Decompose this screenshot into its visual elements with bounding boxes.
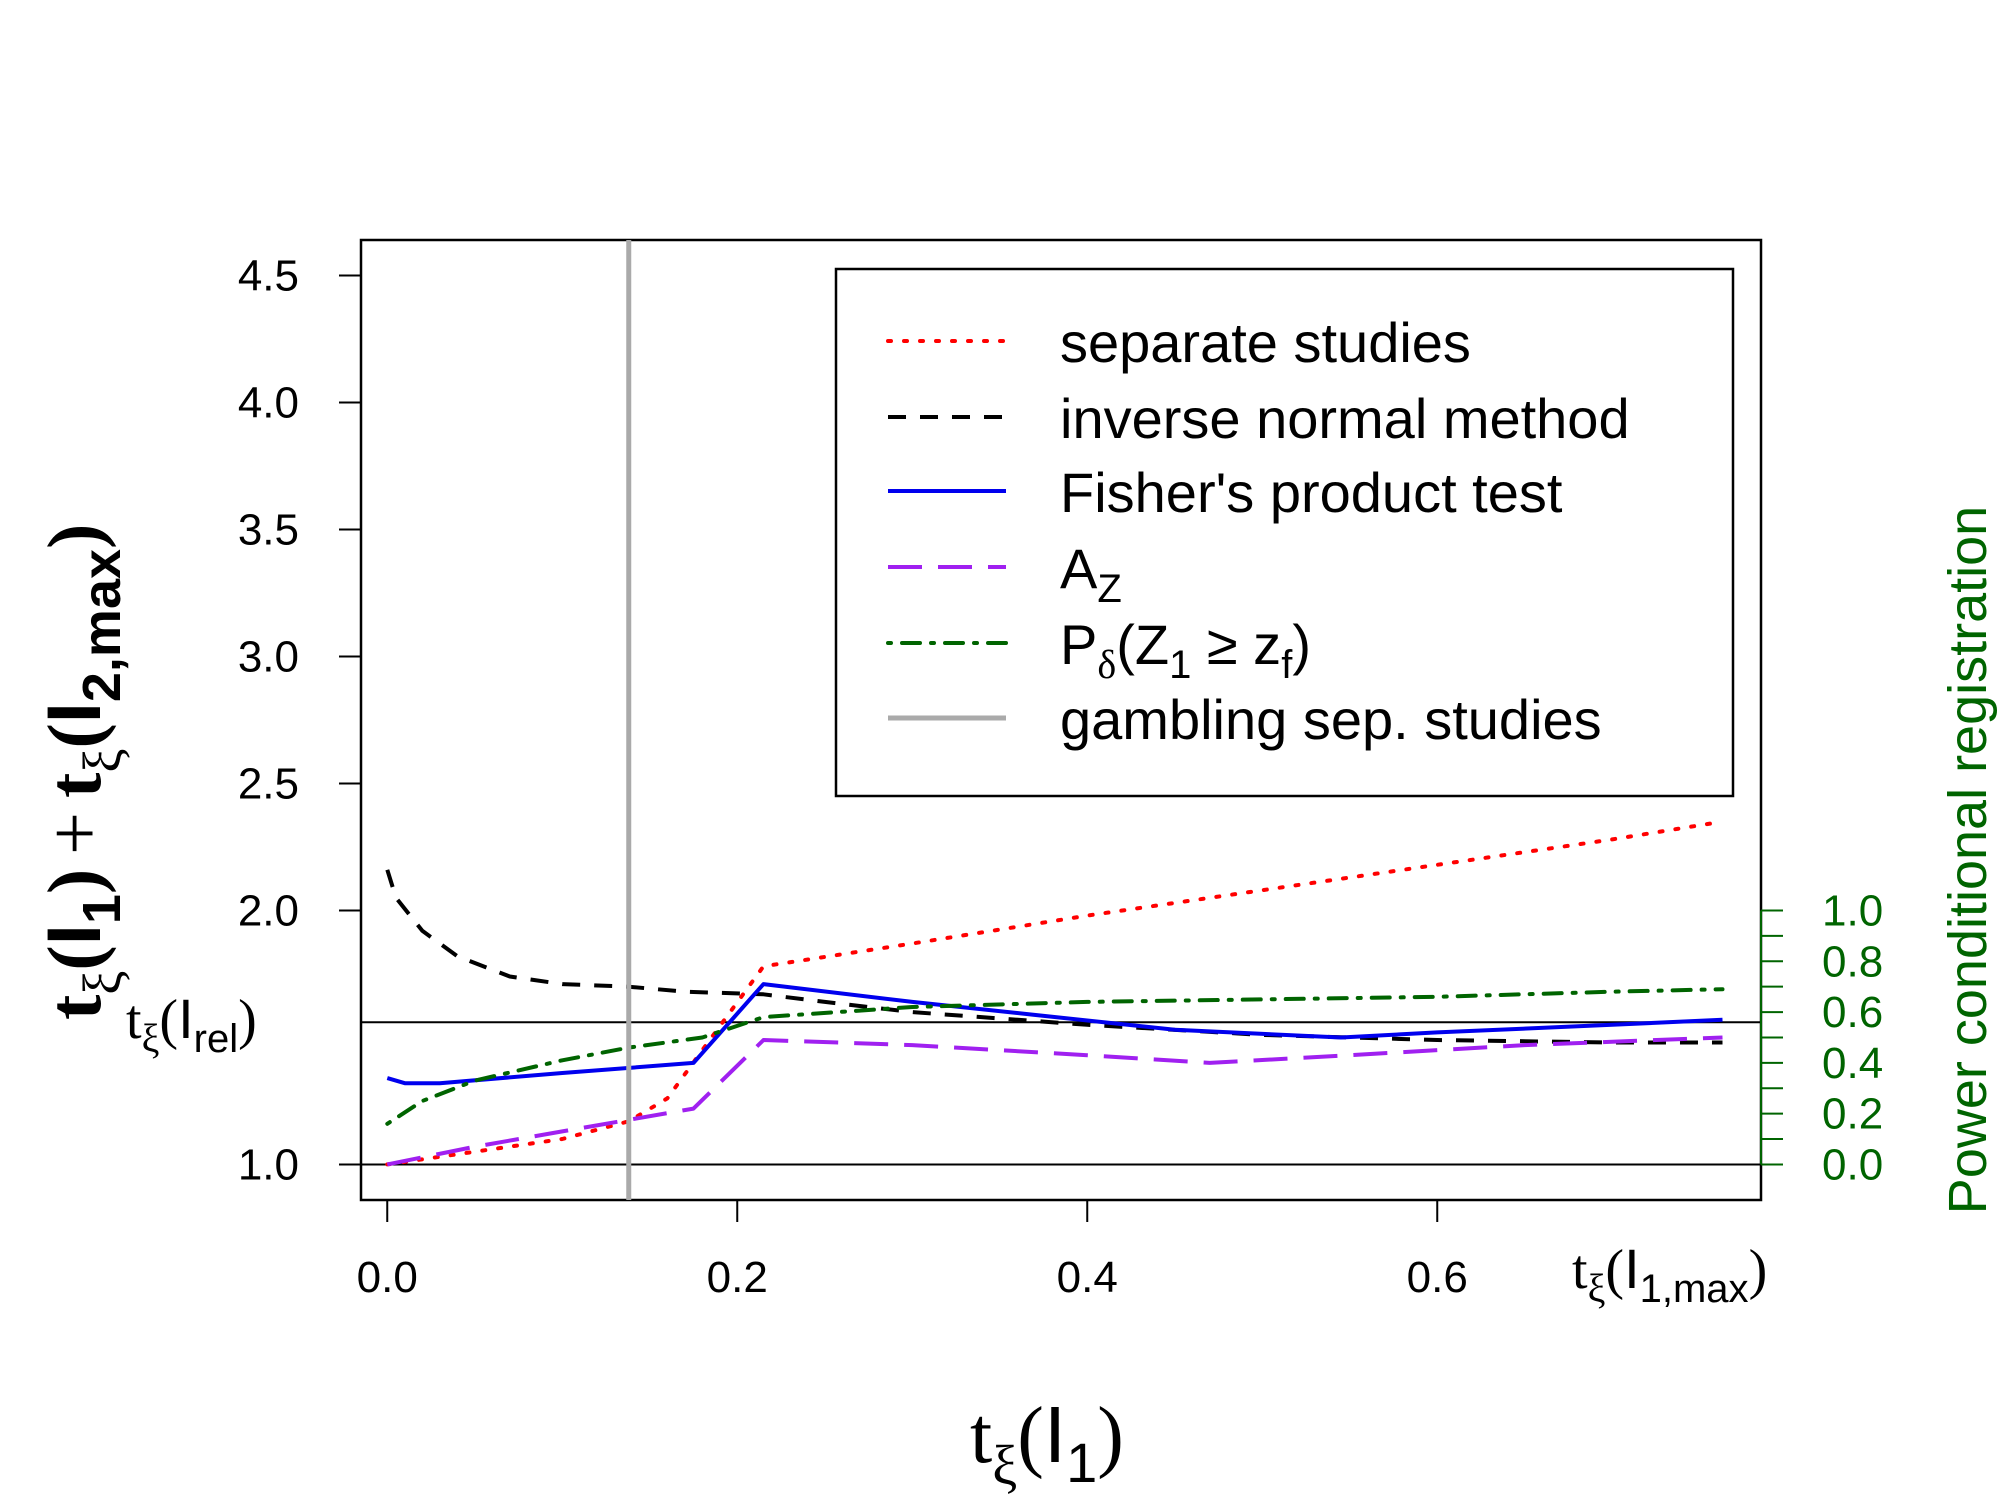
legend-label-power: Pδ(Z1 ≥ zf) [1060, 613, 1311, 687]
legend-label-separate-studies: separate studies [1060, 311, 1471, 374]
y-tick-label-2: 2.5 [238, 759, 299, 808]
x-end-label: tξ(I1,max) [1572, 1237, 1767, 1311]
y-tick-label-1: 2.0 [238, 886, 299, 935]
legend-label-inverse-normal: inverse normal method [1060, 387, 1630, 450]
y2-tick-label-1: 0.2 [1822, 1090, 1883, 1139]
series-line-1 [385, 869, 1723, 1045]
legend-box [834, 267, 1735, 798]
x-axis: 0.0 0.2 0.4 0.6 [357, 1200, 1468, 1302]
series-lines [385, 819, 1725, 1167]
y-tick-label-5: 4.0 [238, 379, 299, 428]
legend-label-gambling: gambling sep. studies [1060, 688, 1602, 751]
series-line-4 [385, 987, 1725, 1126]
y2-axis: 0.00.20.40.60.81.0 [1760, 886, 1883, 1189]
y2-tick-label-4: 0.8 [1822, 937, 1883, 986]
legend: separate studies inverse normal method F… [834, 267, 1735, 798]
reference-lines [361, 1021, 1761, 1166]
y2-tick-label-3: 0.6 [1822, 988, 1883, 1037]
y-tick-label-4: 3.5 [238, 506, 299, 555]
x-axis-title: tξ(I1) [970, 1390, 1124, 1497]
y-tick-label-6: 4.5 [238, 252, 299, 301]
y2-tick-label-0: 0.0 [1822, 1140, 1883, 1189]
y-axis: 1.0 2.0 2.5 3.0 3.5 4.0 4.5 [238, 252, 361, 1189]
y2-tick-label-2: 0.4 [1822, 1039, 1883, 1088]
hline-label-irel: tξ(Irel) [126, 987, 257, 1061]
plot-frame [359, 238, 1763, 1202]
y-tick-label-3: 3.0 [238, 633, 299, 682]
legend-label-az: AZ [1060, 537, 1122, 611]
series-line-3 [386, 1035, 1723, 1167]
y-tick-label-0: 1.0 [238, 1140, 299, 1189]
x-tick-label-0: 0.0 [357, 1253, 418, 1302]
series-line-2 [386, 982, 1723, 1086]
y2-tick-label-5: 1.0 [1822, 886, 1883, 935]
y2-axis-title: Power conditional registration [1938, 506, 1998, 1214]
x-tick-label-2: 0.4 [1057, 1253, 1118, 1302]
x-tick-label-1: 0.2 [707, 1253, 768, 1302]
y-axis-title: tξ(I1)+tξ(I2,max) [32, 524, 132, 1020]
series-line-0 [385, 819, 1725, 1167]
legend-label-fisher: Fisher's product test [1060, 461, 1563, 524]
x-tick-label-3: 0.6 [1407, 1253, 1468, 1302]
